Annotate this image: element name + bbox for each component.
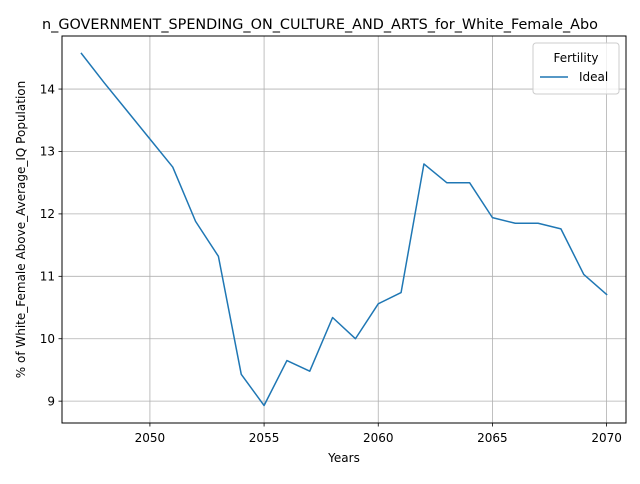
- y-tick-label: 9: [47, 394, 55, 408]
- x-tick-label: 2050: [135, 431, 166, 445]
- legend: Fertility Ideal: [533, 43, 619, 94]
- y-axis-label: % of White_Female Above_Average_IQ Popul…: [14, 81, 28, 378]
- y-tick-label: 14: [40, 82, 55, 96]
- series-line-ideal: [81, 53, 606, 405]
- x-tick-label: 2060: [363, 431, 394, 445]
- x-axis: 2050 2055 2060 2065 2070: [135, 423, 622, 445]
- series-layer: [81, 53, 606, 405]
- x-tick-label: 2070: [591, 431, 622, 445]
- chart-title: n_GOVERNMENT_SPENDING_ON_CULTURE_AND_ART…: [42, 17, 598, 33]
- y-tick-label: 11: [40, 270, 55, 284]
- legend-title: Fertility: [553, 51, 598, 65]
- y-axis: 9 10 11 12 13 14: [40, 82, 62, 408]
- y-tick-label: 12: [40, 207, 55, 221]
- x-axis-label: Years: [327, 451, 360, 465]
- x-tick-label: 2065: [477, 431, 508, 445]
- y-tick-label: 13: [40, 145, 55, 159]
- y-tick-label: 10: [40, 332, 55, 346]
- x-tick-label: 2055: [249, 431, 280, 445]
- legend-label-ideal: Ideal: [579, 70, 608, 84]
